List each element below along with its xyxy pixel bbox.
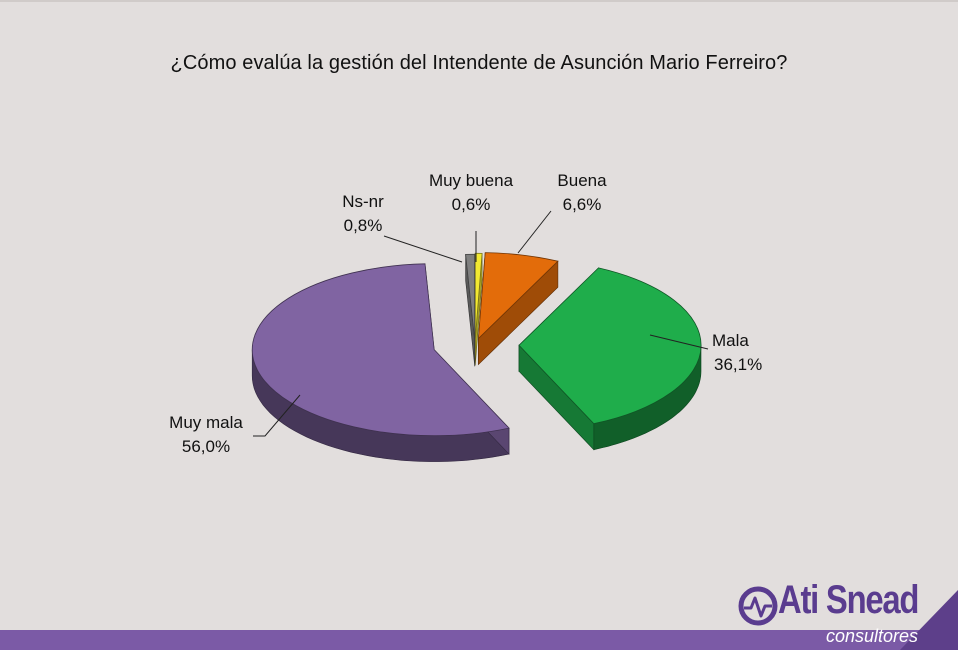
logo-pulse-icon [738, 586, 778, 626]
slice-value-label: 36,1% [714, 355, 762, 374]
chart-title: ¿Cómo evalúa la gestión del Intendente d… [170, 52, 788, 74]
pie-labels: Muy buena 0,6% Buena 6,6% Mala 36,1% Muy mala 5… [169, 171, 762, 456]
pie-slice-muy-buena [474, 252, 483, 340]
footer-bar [0, 630, 958, 650]
slice-name-label: Ns-nr [342, 192, 384, 211]
slice-name-label: Muy buena [429, 171, 514, 190]
leader-line [383, 235, 463, 263]
slice-name-label: Buena [557, 171, 607, 190]
slice-value-label: 0,6% [452, 195, 491, 214]
pie-slice-mala [518, 267, 702, 425]
leader-line [517, 210, 552, 254]
pie-slice-muy-mala [251, 263, 510, 437]
pie-tops [251, 252, 702, 437]
slice-value-label: 0,8% [344, 216, 383, 235]
pie-leaders [253, 210, 709, 437]
slice-value-label: 56,0% [182, 437, 230, 456]
brand-subtitle: consultores [826, 626, 919, 646]
brand-logo: Ati Snead consultores [738, 578, 928, 650]
slice-name-label: Muy mala [169, 413, 243, 432]
pie-slice-buena [477, 252, 559, 340]
slice-value-label: 6,6% [563, 195, 602, 214]
leader-line [649, 334, 709, 350]
footer-accent [900, 590, 958, 650]
top-divider [0, 0, 958, 2]
brand-name: Ati Snead [778, 578, 919, 622]
leader-line [253, 394, 301, 437]
slice-name-label: Mala [712, 331, 749, 350]
pie-slice-ns-nr [465, 253, 476, 341]
